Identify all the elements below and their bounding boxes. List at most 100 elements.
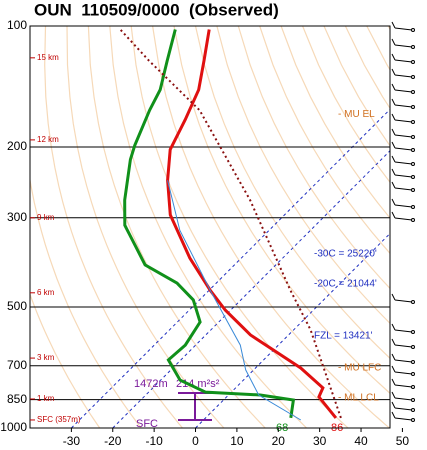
wind-barb xyxy=(394,217,413,221)
isotherm-label: -20C = 21044' xyxy=(314,279,377,290)
y-tick-label: 850 xyxy=(7,392,27,406)
x-tick-label: 20 xyxy=(272,434,286,448)
wind-barb xyxy=(411,90,415,94)
dry-adiabat xyxy=(194,26,390,360)
wind-barb xyxy=(394,417,413,421)
wind-barb xyxy=(391,323,396,331)
wind-barb xyxy=(411,60,415,64)
wind-barb xyxy=(394,161,413,165)
wind-barb xyxy=(394,134,413,138)
wind-barb xyxy=(411,175,415,179)
dry-adiabat xyxy=(30,176,142,428)
wind-barb xyxy=(391,128,396,136)
wind-barb xyxy=(411,385,415,389)
height-label: 12 km xyxy=(37,135,59,144)
profile-line xyxy=(123,29,296,419)
dry-adiabat xyxy=(259,26,390,255)
wind-barb xyxy=(391,21,396,29)
y-tick-label: 200 xyxy=(7,139,27,153)
wind-barb xyxy=(394,147,413,151)
wind-barb xyxy=(394,59,413,63)
wind-barb xyxy=(411,162,415,166)
wind-barb xyxy=(391,113,396,121)
dry-adiabat xyxy=(173,26,390,395)
wind-barb xyxy=(411,418,415,422)
level-label: - ML LCL xyxy=(338,393,379,404)
wind-barb xyxy=(411,28,415,32)
profile-line xyxy=(167,180,302,421)
wind-barb xyxy=(411,360,415,364)
level-label: - MU EL xyxy=(338,109,375,120)
wind-barb xyxy=(391,211,396,219)
wind-barb xyxy=(394,344,413,348)
wind-barb xyxy=(411,300,415,304)
wind-barb xyxy=(391,168,396,176)
wind-barb xyxy=(411,218,415,222)
inflow-depth: 1472m xyxy=(134,378,168,390)
wind-barb xyxy=(394,359,413,363)
isotherm xyxy=(71,108,390,428)
wind-barb xyxy=(394,299,413,303)
dry-adiabat xyxy=(216,26,390,325)
height-label: 15 km xyxy=(37,53,59,62)
height-label: 1 km xyxy=(37,394,55,403)
dry-adiabat xyxy=(410,26,427,428)
wind-barb xyxy=(391,338,396,346)
wind-barb xyxy=(411,135,415,139)
wind-barb xyxy=(394,371,413,375)
wind-barb xyxy=(394,44,413,48)
wind-barb xyxy=(391,98,396,106)
wind-barb xyxy=(394,74,413,78)
wind-barb xyxy=(411,105,415,109)
level-label: - MU LFC xyxy=(338,363,381,374)
wind-barb xyxy=(394,407,413,411)
y-tick-label: 700 xyxy=(7,358,27,372)
isotherm-label: -30C = 25220' xyxy=(314,249,377,260)
x-tick-label: 0 xyxy=(192,434,199,448)
wind-barb xyxy=(394,27,413,31)
x-tick-label: -20 xyxy=(104,434,122,448)
dry-adiabat xyxy=(109,26,308,428)
dry-adiabat xyxy=(387,26,390,31)
wind-barb xyxy=(394,174,413,178)
wind-barb xyxy=(391,83,396,91)
wind-barb xyxy=(411,148,415,152)
wind-barb xyxy=(394,119,413,123)
profile-line xyxy=(119,28,342,419)
x-tick-label: -10 xyxy=(145,434,163,448)
wind-barb xyxy=(411,188,415,192)
wind-barb xyxy=(411,330,415,334)
wind-barb xyxy=(394,384,413,388)
wind-barb xyxy=(411,75,415,79)
wind-barb xyxy=(391,53,396,61)
y-tick-label: 100 xyxy=(7,18,27,32)
chart-title: OUN 110509/0000 (Observed) xyxy=(34,0,279,19)
dry-adiabat xyxy=(280,26,390,219)
wind-barb xyxy=(394,204,413,208)
y-tick-label: 500 xyxy=(7,299,27,313)
wind-barb xyxy=(391,391,396,399)
wind-barb xyxy=(391,68,396,76)
x-tick-label: 40 xyxy=(354,434,368,448)
wind-barb xyxy=(394,89,413,93)
wind-barb xyxy=(411,398,415,402)
wind-barb xyxy=(411,120,415,124)
height-label: SFC (357m) xyxy=(37,415,81,424)
wind-barb xyxy=(394,187,413,191)
wind-barb xyxy=(411,205,415,209)
y-tick-label: 300 xyxy=(7,210,27,224)
wind-barb xyxy=(391,38,396,46)
wind-barb xyxy=(411,45,415,49)
wind-barb xyxy=(391,293,396,301)
wind-barb xyxy=(394,104,413,108)
wind-barb xyxy=(391,401,396,409)
y-tick-label: 1000 xyxy=(0,420,27,434)
wind-barb xyxy=(391,181,396,189)
height-label: 3 km xyxy=(37,353,55,362)
x-tick-label: 30 xyxy=(313,434,327,448)
height-label: 9 km xyxy=(37,213,55,222)
wind-barb xyxy=(391,155,396,163)
plot-frame xyxy=(29,25,391,429)
height-label: 6 km xyxy=(37,288,55,297)
